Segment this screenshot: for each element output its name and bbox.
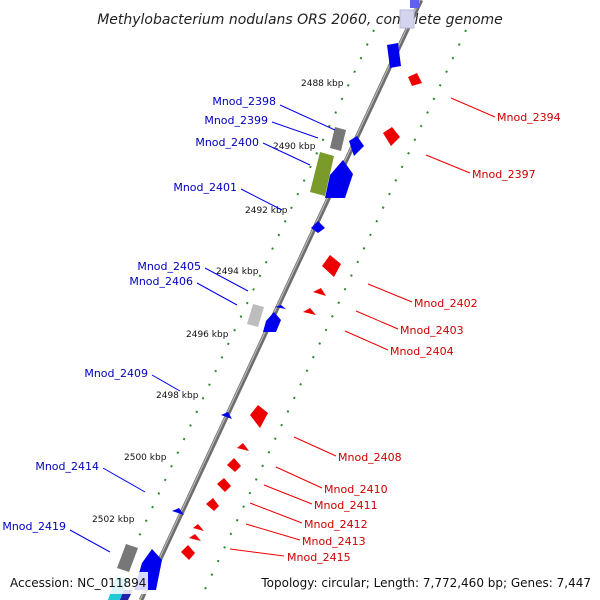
gene-arrow-reverse [237,443,249,451]
gene-label-reverse: Mnod_2411 [314,499,378,512]
gene-arrow-reverse [181,545,195,560]
kbp-label: 2494 kbp [216,267,259,277]
gene-arrow-reverse [189,534,201,541]
inner-tick-track [127,29,375,561]
leader-line [355,310,399,330]
gene-label-reverse: Mnod_2408 [338,451,402,464]
gene-label-forward: Mnod_2406 [129,275,193,288]
gene-label-reverse: Mnod_2394 [497,111,561,124]
gene-arrow-forward [221,412,232,419]
gene-label-reverse: Mnod_2403 [400,324,464,337]
reverse-gene-labels: Mnod_2394 Mnod_2397 Mnod_2402 Mnod_2403 … [229,97,561,564]
map-title: Methylobacterium nodulans ORS 2060, comp… [97,12,503,28]
gene-label-reverse: Mnod_2402 [414,297,478,310]
gene-arrow-forward [387,43,401,68]
gene-arrow-reverse [193,524,204,531]
forward-gene-labels: Mnod_2398 Mnod_2399 Mnod_2400 Mnod_2401 … [2,95,336,553]
kbp-label: 2502 kbp [92,515,135,525]
leader-line [279,104,336,131]
gene-label-reverse: Mnod_2397 [472,168,536,181]
leader-line [450,97,496,118]
gene-arrow-reverse [227,458,241,472]
kbp-label: 2488 kbp [301,79,344,89]
leader-line [229,548,285,557]
gene-box-top-gray [399,9,415,29]
leader-line [293,436,337,457]
footer-topology: Topology: circular; Length: 7,772,460 bp… [260,576,591,590]
kbp-label: 2496 kbp [186,330,229,340]
gene-label-forward: Mnod_2401 [173,181,237,194]
gene-block-gray-bottom [117,544,138,572]
leader-line [367,283,413,303]
gene-arrow-forward [311,221,325,233]
leader-line [249,502,303,524]
gene-label-forward: Mnod_2399 [204,114,268,127]
leader-line [245,523,301,541]
leader-line [240,188,283,211]
gene-label-forward: Mnod_2414 [35,460,99,473]
gene-label-forward: Mnod_2419 [2,520,66,533]
gene-arrow-forward [263,312,281,332]
gene-label-forward: Mnod_2400 [195,136,259,149]
kbp-label: 2498 kbp [156,391,199,401]
leader-line [271,121,319,139]
gene-label-reverse: Mnod_2415 [287,551,351,564]
gene-box-top-blue [410,0,419,8]
leader-line [344,330,389,351]
gene-arrow-reverse [322,255,341,277]
footer-accession-bg [6,572,148,594]
gene-arrow-reverse [383,127,400,146]
gene-block-olive [310,152,334,196]
gene-arrow-reverse [206,498,219,511]
gene-arrow-forward [325,160,353,198]
leader-line [263,484,313,505]
kbp-label: 2490 kbp [273,142,316,152]
gene-block-lightgray [247,304,264,327]
leader-line [196,282,238,306]
genome-backbone [138,0,424,600]
leader-line [262,142,311,166]
gene-arrow-forward [349,136,364,156]
kbp-label: 2492 kbp [245,206,288,216]
kbp-labels: 2488 kbp 2490 kbp 2492 kbp 2494 kbp 2496… [92,79,344,525]
gene-label-forward: Mnod_2398 [212,95,276,108]
gene-arrow-reverse [217,478,231,492]
gene-block-gray [330,127,346,151]
leader-line [275,466,323,489]
leader-line [204,267,249,292]
leader-line [151,374,181,392]
kbp-label: 2500 kbp [124,453,167,463]
gene-label-reverse: Mnod_2404 [390,345,454,358]
gene-label-reverse: Mnod_2410 [324,483,388,496]
gene-arrow-forward [275,305,286,309]
gene-label-reverse: Mnod_2412 [304,518,368,531]
gene-label-reverse: Mnod_2413 [302,535,366,548]
gene-arrow-forward [172,508,184,515]
gene-arrow-reverse [408,73,422,86]
leader-line [102,467,146,493]
gene-arrow-reverse [303,308,316,315]
leader-line [69,529,111,553]
gene-arrow-reverse [313,288,326,296]
reverse-genes [181,73,422,560]
gene-label-forward: Mnod_2405 [137,260,201,273]
footer-accession: Accession: NC_011894 [10,576,146,590]
gene-arrow-reverse [250,405,268,428]
leader-line [425,154,471,174]
gene-label-forward: Mnod_2409 [84,367,148,380]
